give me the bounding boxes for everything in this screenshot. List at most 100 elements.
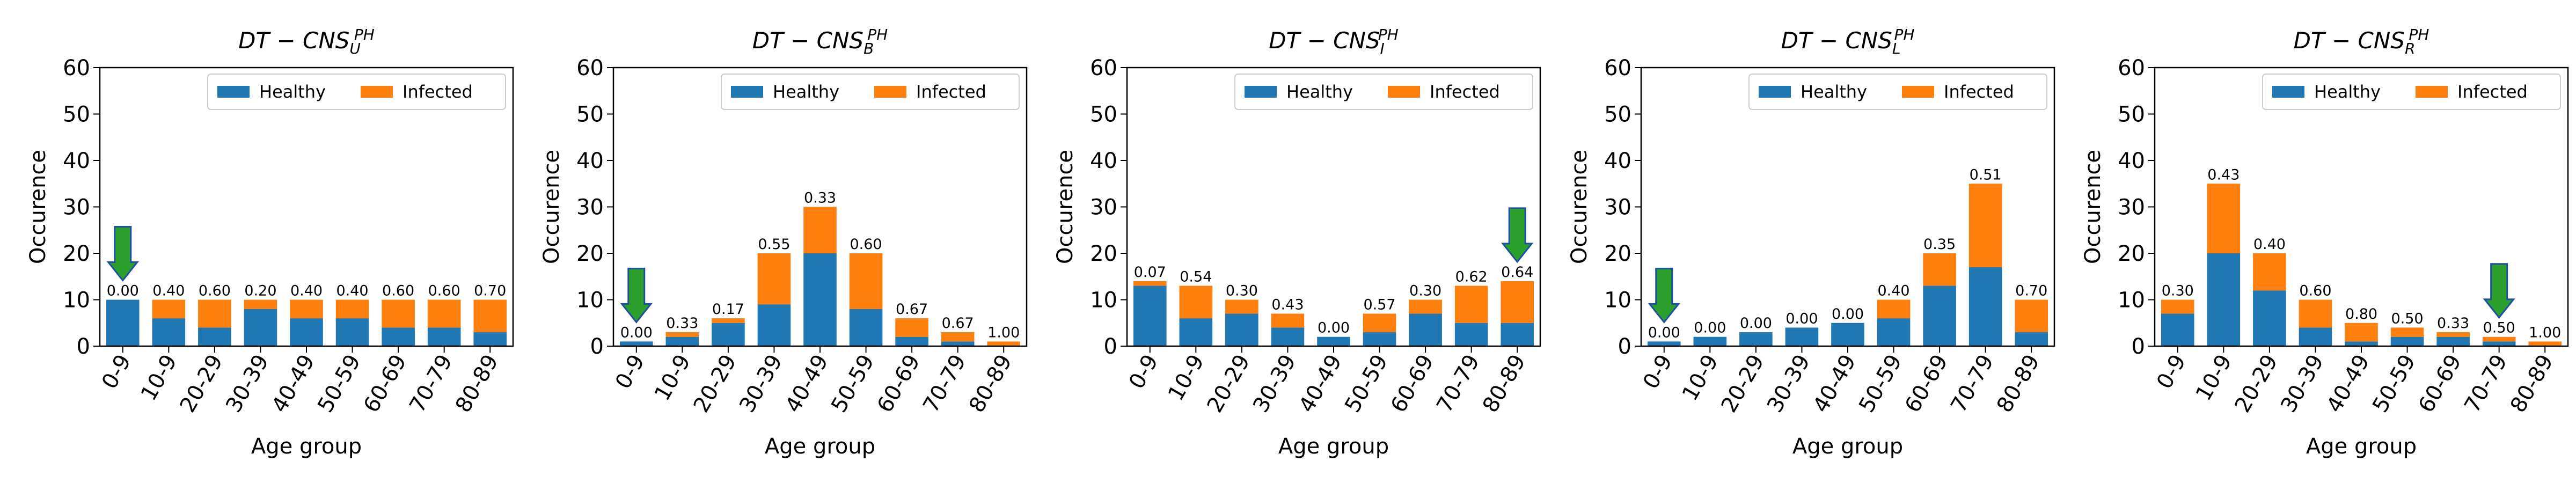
data-label: 0.00 xyxy=(1740,315,1772,332)
bar-infected xyxy=(1363,313,1396,333)
x-tick-label: 30-39 xyxy=(221,350,274,417)
y-tick-label: 50 xyxy=(1090,103,1117,127)
bar-infected xyxy=(2390,327,2424,337)
y-tick-label: 20 xyxy=(1090,241,1117,266)
chart-title: DT − CNSBPH xyxy=(752,26,888,57)
y-tick-label: 60 xyxy=(1604,56,1631,80)
bar-infected xyxy=(2253,253,2286,291)
bar-healthy xyxy=(427,327,461,346)
bar-infected xyxy=(335,299,369,319)
bar-healthy xyxy=(198,327,231,346)
x-tick-label: 0-9 xyxy=(2152,350,2191,393)
data-label: 0.60 xyxy=(428,283,460,299)
x-tick-label: 20-29 xyxy=(175,350,228,417)
x-axis-label: Age group xyxy=(765,434,875,459)
x-tick-label: 80-89 xyxy=(964,350,1017,417)
y-tick-label: 0 xyxy=(77,334,90,359)
data-label: 0.54 xyxy=(1180,269,1212,286)
legend-label-healthy: Healthy xyxy=(2314,82,2381,102)
data-label: 0.33 xyxy=(2437,315,2469,332)
x-tick-label: 50-59 xyxy=(2368,350,2420,417)
x-tick-label: 30-39 xyxy=(735,350,787,417)
bar-infected xyxy=(757,253,791,305)
data-label: 0.60 xyxy=(850,236,882,253)
data-label: 0.40 xyxy=(152,283,185,299)
bar-infected xyxy=(1133,281,1167,286)
bar-infected xyxy=(803,207,837,253)
y-tick-label: 10 xyxy=(1604,288,1631,313)
legend-swatch-healthy xyxy=(1245,86,1277,98)
data-label: 0.35 xyxy=(1923,236,1956,253)
x-tick-label: 50-59 xyxy=(313,350,365,417)
y-tick-label: 50 xyxy=(576,103,604,127)
y-axis-label: Occurence xyxy=(1567,150,1592,264)
bar-healthy xyxy=(2161,313,2194,346)
x-axis-label: Age group xyxy=(1792,434,1903,459)
bar-infected xyxy=(473,299,507,333)
bar-infected xyxy=(712,318,745,323)
x-tick-label: 10-9 xyxy=(136,350,182,405)
legend: Healthy Infected xyxy=(207,74,506,110)
data-label: 0.40 xyxy=(290,283,323,299)
x-tick-label: 20-29 xyxy=(1203,350,1255,417)
x-tick-label: 30-39 xyxy=(1248,350,1301,417)
bar-healthy xyxy=(2299,327,2332,346)
x-tick-label: 70-79 xyxy=(918,350,971,417)
bar-infected xyxy=(2161,299,2194,314)
bar-infected xyxy=(2436,332,2470,337)
x-tick-label: 60-69 xyxy=(1900,350,1953,417)
data-label: 0.67 xyxy=(896,301,928,318)
x-tick-label: 80-89 xyxy=(1992,350,2045,417)
highlight-arrow xyxy=(1501,207,1534,264)
x-tick-label: 0-9 xyxy=(97,350,136,393)
data-label: 0.00 xyxy=(1318,320,1350,336)
x-tick-label: 60-69 xyxy=(1386,350,1439,417)
legend-label-infected: Infected xyxy=(1944,82,2014,102)
data-label: 0.40 xyxy=(1877,283,1909,299)
legend-label-infected: Infected xyxy=(402,82,473,102)
legend-swatch-healthy xyxy=(2272,86,2304,98)
legend: Healthy Infected xyxy=(2262,74,2561,110)
y-tick-label: 50 xyxy=(63,103,90,127)
highlight-arrow xyxy=(106,226,139,282)
bar-infected xyxy=(290,299,323,319)
data-label: 1.00 xyxy=(987,324,1020,341)
bar-infected xyxy=(1877,299,1911,319)
legend-label-healthy: Healthy xyxy=(1286,82,1353,102)
chart-title: DT − CNSUPH xyxy=(238,26,375,57)
bar-healthy xyxy=(2482,341,2516,346)
bar-healthy xyxy=(895,336,928,346)
bar-healthy xyxy=(290,318,323,346)
legend-box xyxy=(1748,74,2047,110)
bar-infected xyxy=(1409,299,1442,314)
bar-infected xyxy=(2015,299,2048,333)
bar-infected xyxy=(1454,286,1488,323)
bar-healthy xyxy=(1409,313,1442,346)
legend-label-infected: Infected xyxy=(916,82,986,102)
chart-panel-1: 0.00 0-9 0.40 10-9 0.60 20-29 0.20 30-39 0.40 40-… xyxy=(26,26,514,459)
x-tick-label: 10-9 xyxy=(650,350,696,405)
y-tick-label: 40 xyxy=(576,149,604,173)
bar-infected xyxy=(1923,253,1956,286)
legend-box xyxy=(721,74,1020,110)
x-tick-label: 70-79 xyxy=(1946,350,1999,417)
y-tick-label: 10 xyxy=(1090,288,1117,313)
data-label: 0.60 xyxy=(2299,283,2331,299)
x-tick-label: 10-9 xyxy=(2191,350,2237,405)
y-tick-label: 30 xyxy=(2118,195,2145,220)
x-tick-label: 40-49 xyxy=(1809,350,1861,417)
bar-healthy xyxy=(2253,290,2286,346)
bar-infected xyxy=(1968,184,2002,267)
data-label: 0.62 xyxy=(1455,269,1488,286)
bar-healthy xyxy=(1317,336,1350,346)
bar-infected xyxy=(941,332,975,342)
chart-title: DT − CNSIPH xyxy=(1269,26,1399,57)
bar-infected xyxy=(152,299,186,319)
data-label: 0.51 xyxy=(1970,166,2002,183)
bar-healthy xyxy=(106,299,140,346)
bar-healthy xyxy=(1179,318,1213,346)
y-axis-label: Occurence xyxy=(2081,150,2105,264)
legend-label-healthy: Healthy xyxy=(773,82,839,102)
bar-healthy xyxy=(1785,327,1819,346)
